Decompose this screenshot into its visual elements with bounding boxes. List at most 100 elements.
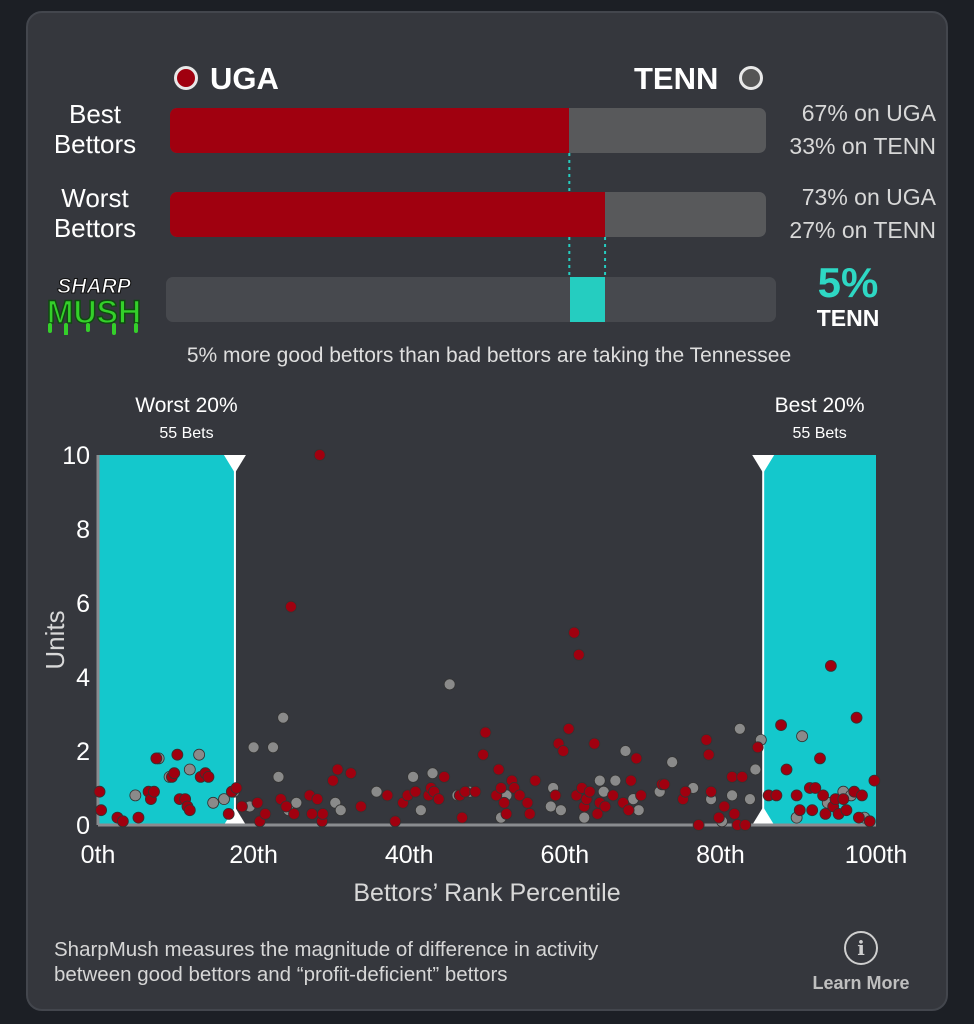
sharpmush-card: UGA TENN Best Bettors 67% on UGA 33% on … [26,11,948,1011]
region-label-1: Best 20% [775,394,865,417]
point-uga-105 [770,789,783,802]
best-label-line1: Best [68,99,122,129]
point-uga-69 [557,745,570,757]
point-uga-115 [819,807,832,820]
point-uga-124 [852,811,865,824]
info-icon[interactable]: i [844,931,878,965]
sharpmush-logo: SHARP MUSH [46,275,142,335]
point-uga-125 [856,789,868,802]
point-uga-1 [95,804,108,817]
worst-label-line1: Worst [61,183,129,213]
point-tenn-5 [207,796,220,809]
point-uga-22 [236,800,248,813]
x-tick-label-1: 20th [229,841,278,869]
point-tenn-44 [749,763,762,776]
point-uga-54 [477,748,490,761]
point-uga-0 [93,785,106,798]
best-bettors-pcts: 67% on UGA 33% on TENN [736,97,936,163]
point-uga-126 [863,815,876,828]
point-tenn-30 [593,774,606,787]
point-uga-109 [793,804,806,817]
point-uga-65 [523,807,536,820]
point-uga-86 [630,752,643,765]
point-uga-98 [726,770,738,783]
best-pct-uga: 67% on UGA [801,100,936,126]
point-uga-102 [739,819,752,831]
x-tick-label-0: 0th [81,841,116,869]
worst-bettors-pcts: 73% on UGA 27% on TENN [736,181,936,247]
point-uga-15 [183,804,196,817]
point-tenn-4 [193,748,206,761]
point-tenn-27 [544,800,557,813]
worst-pct-tenn: 27% on TENN [789,217,936,243]
point-uga-92 [692,819,705,831]
point-uga-8 [150,752,163,765]
point-uga-35 [316,807,329,820]
sharpmush-value: 5% [817,259,879,306]
sharpmush-track [166,277,776,322]
point-uga-96 [712,811,725,824]
footer-note: SharpMush measures the magnitude of diff… [54,937,794,987]
worst-label-line2: Bettors [53,213,137,243]
point-tenn-43 [744,793,756,806]
point-tenn-10 [267,741,279,754]
worst-pct-uga: 73% on UGA [801,184,936,210]
region-sublabel-0: 55 Bets [159,425,213,442]
y-tick-label-0: 0 [76,812,90,840]
point-tenn-20 [426,767,439,780]
region-bottom-marker-1 [752,807,775,825]
point-uga-121 [840,804,853,817]
point-uga-57 [492,763,505,776]
point-tenn-35 [632,804,645,817]
point-uga-60 [500,807,513,820]
region-1 [763,455,876,825]
point-uga-49 [438,770,451,783]
point-uga-79 [591,807,604,820]
point-uga-97 [718,800,731,813]
point-tenn-3 [183,763,196,776]
point-tenn-21 [443,678,456,691]
footer-note-line2: between good bettors and “profit-deficie… [54,963,508,986]
point-uga-114 [817,789,829,802]
point-uga-71 [568,626,581,639]
point-uga-27 [280,800,293,813]
point-tenn-33 [619,745,632,757]
region-0 [98,455,235,825]
point-uga-36 [327,774,339,787]
point-uga-77 [583,785,596,798]
region-top-marker-1 [752,455,775,473]
point-uga-31 [306,807,318,820]
uga-dot-icon [174,66,198,90]
point-uga-38 [344,767,357,780]
team-b-label: TENN [634,61,719,96]
point-uga-70 [562,722,575,735]
point-uga-52 [459,785,472,798]
point-uga-99 [728,807,741,820]
learn-more-button[interactable]: i Learn More [806,931,916,994]
tenn-dot-icon [739,66,763,90]
point-uga-33 [313,449,326,461]
point-uga-4 [132,811,145,824]
point-uga-28 [285,600,297,613]
point-uga-25 [259,807,272,820]
point-tenn-17 [370,785,383,798]
point-tenn-14 [290,796,303,809]
point-uga-82 [607,789,619,802]
point-uga-123 [850,711,863,724]
point-uga-55 [479,726,492,739]
team-a-label: UGA [210,61,279,96]
x-tick-label-3: 60th [540,841,589,869]
best-label-line2: Bettors [53,129,137,159]
point-uga-21 [230,782,243,794]
best-bettors-bar [170,108,766,153]
point-tenn-16 [334,804,347,817]
point-uga-73 [572,648,585,661]
point-uga-39 [355,800,367,813]
point-uga-3 [116,815,129,828]
point-uga-11 [171,748,184,761]
x-tick-label-2: 40th [385,841,434,869]
logo-mush-text: MUSH [47,294,141,330]
point-uga-81 [599,800,612,813]
y-axis-title: Units [40,610,70,669]
learn-more-label[interactable]: Learn More [812,973,910,993]
